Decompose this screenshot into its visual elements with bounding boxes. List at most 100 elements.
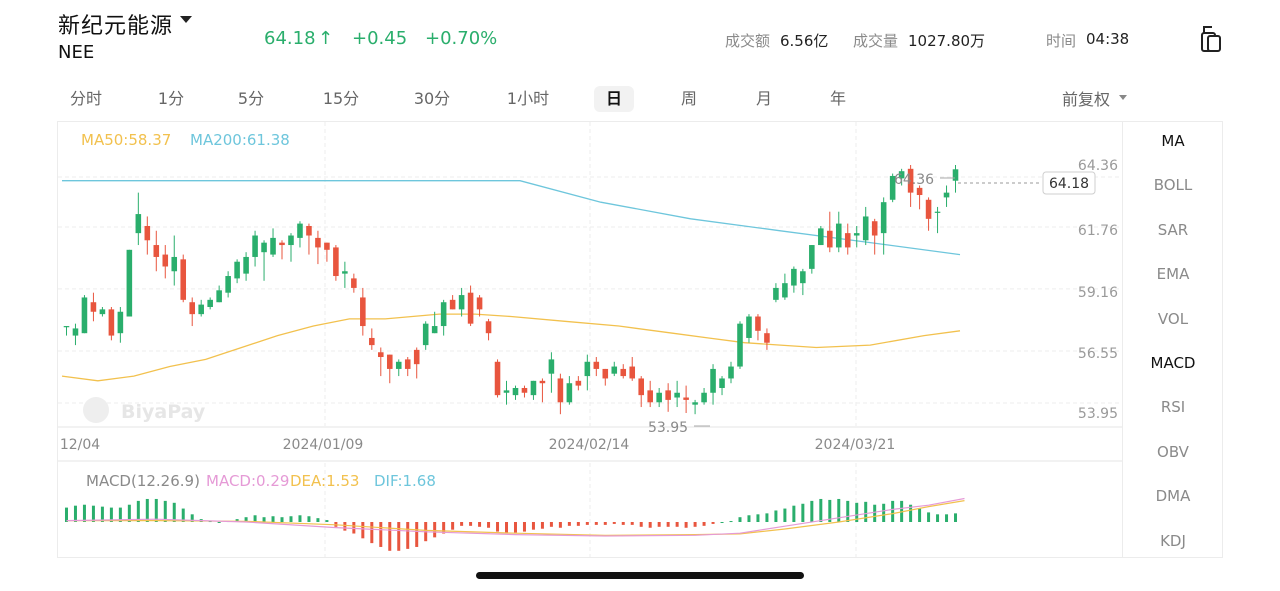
macd-bar — [774, 510, 778, 522]
macd-bar — [693, 522, 697, 527]
macd-bar — [460, 522, 464, 526]
macd-bar — [765, 513, 769, 522]
macd-bar — [280, 517, 284, 522]
tab-9[interactable]: 年 — [829, 89, 846, 108]
tab-2[interactable]: 5分 — [237, 89, 265, 108]
candle-body — [746, 316, 752, 338]
macd-bar — [343, 522, 347, 531]
macd-bar — [190, 514, 194, 522]
macd-bar — [648, 522, 652, 528]
candle-body — [288, 235, 294, 246]
candle-body — [440, 302, 447, 327]
indicator-ema[interactable]: EMA — [1156, 265, 1190, 284]
macd-bar — [729, 521, 733, 523]
candle-body — [144, 225, 151, 241]
share-icon[interactable] — [1198, 24, 1224, 54]
home-indicator[interactable] — [476, 572, 804, 579]
chevron-down-icon[interactable] — [180, 16, 192, 23]
candle-body — [566, 383, 573, 403]
candle-body — [395, 361, 402, 369]
x-tick-label: 2024/02/14 — [549, 437, 630, 453]
macd-bar — [370, 522, 374, 544]
watermark-text: BiyaPay — [121, 401, 206, 423]
candle-body — [81, 297, 88, 334]
tab-1[interactable]: 1分 — [157, 89, 185, 108]
candle-body — [638, 378, 644, 396]
tab-3[interactable]: 15分 — [322, 89, 360, 108]
indicator-rsi[interactable]: RSI — [1160, 398, 1186, 417]
y-tick-label: 59.16 — [1078, 285, 1118, 301]
macd-bar — [936, 514, 940, 522]
macd-bar — [118, 507, 122, 522]
candle-body — [494, 361, 501, 396]
low-label: 53.95 — [648, 420, 688, 436]
indicator-boll[interactable]: BOLL — [1153, 176, 1193, 195]
macd-bar — [217, 522, 221, 523]
macd-bar — [361, 522, 365, 539]
indicator-ma[interactable]: MA — [1161, 132, 1185, 150]
indicator-kdj[interactable]: KDJ — [1160, 531, 1186, 550]
candle-body — [225, 276, 231, 293]
y-tick-label: 64.36 — [1078, 158, 1118, 174]
tab-4[interactable]: 30分 — [413, 89, 451, 108]
candle-body — [386, 354, 393, 369]
candle-body — [99, 309, 106, 315]
macd-bar — [262, 517, 266, 522]
macd-bar — [73, 505, 77, 522]
macd-bar — [181, 508, 185, 522]
caret-down-icon[interactable] — [1119, 95, 1127, 100]
macd-bar — [100, 506, 104, 522]
macd-bar — [505, 522, 509, 534]
macd-bar — [379, 522, 383, 547]
stock-name[interactable]: 新纪元能源 — [58, 14, 174, 39]
indicator-sar[interactable]: SAR — [1157, 220, 1189, 239]
tab-0[interactable]: 分时 — [69, 89, 102, 108]
macd-bar — [540, 522, 544, 529]
watermark-logo — [83, 397, 109, 423]
candle-body — [449, 299, 456, 310]
macd-bar — [612, 522, 616, 524]
candle-body — [701, 392, 707, 403]
candle-body — [773, 287, 779, 300]
candle-body — [818, 228, 824, 246]
macd-legend-item: DIF:1.68 — [374, 472, 436, 490]
indicator-vol[interactable]: VOL — [1157, 309, 1189, 328]
macd-bar — [172, 502, 176, 522]
candle-body — [198, 304, 204, 315]
ma50-line — [61, 313, 961, 382]
y-tick-label: 53.95 — [1078, 406, 1118, 422]
macd-bar — [487, 522, 491, 528]
candle-body — [521, 387, 528, 393]
macd-bar — [855, 502, 859, 522]
macd-bar — [298, 515, 302, 522]
candle-body — [620, 368, 627, 377]
candle-body — [889, 175, 896, 200]
candle-body — [764, 333, 770, 343]
indicator-dma[interactable]: DMA — [1155, 487, 1191, 506]
candle-body — [925, 199, 932, 219]
tab-6[interactable]: 日 — [594, 86, 634, 112]
volume-value: 1027.80万 — [908, 32, 986, 50]
turnover-value: 6.56亿 — [780, 32, 829, 50]
macd-bar — [756, 514, 760, 522]
adjust-selector[interactable]: 前复权 — [1062, 90, 1111, 109]
candle-body — [351, 278, 357, 288]
tab-7[interactable]: 周 — [680, 89, 697, 108]
candle-body — [467, 292, 474, 324]
candle-body — [261, 242, 267, 253]
macd-bar — [621, 522, 625, 525]
macd-bar — [909, 504, 913, 522]
stock-code: NEE — [58, 42, 95, 63]
indicator-obv[interactable]: OBV — [1157, 442, 1189, 461]
candle-body — [413, 349, 420, 365]
macd-bar — [109, 507, 113, 522]
candle-body — [656, 392, 662, 403]
candle-body — [674, 392, 680, 398]
macd-bar — [684, 522, 688, 528]
chart-area[interactable] — [57, 121, 1123, 558]
tab-8[interactable]: 月 — [755, 89, 772, 108]
indicator-macd[interactable]: MACD — [1150, 354, 1196, 372]
macd-bar — [792, 505, 796, 522]
tab-5[interactable]: 1小时 — [506, 89, 550, 108]
